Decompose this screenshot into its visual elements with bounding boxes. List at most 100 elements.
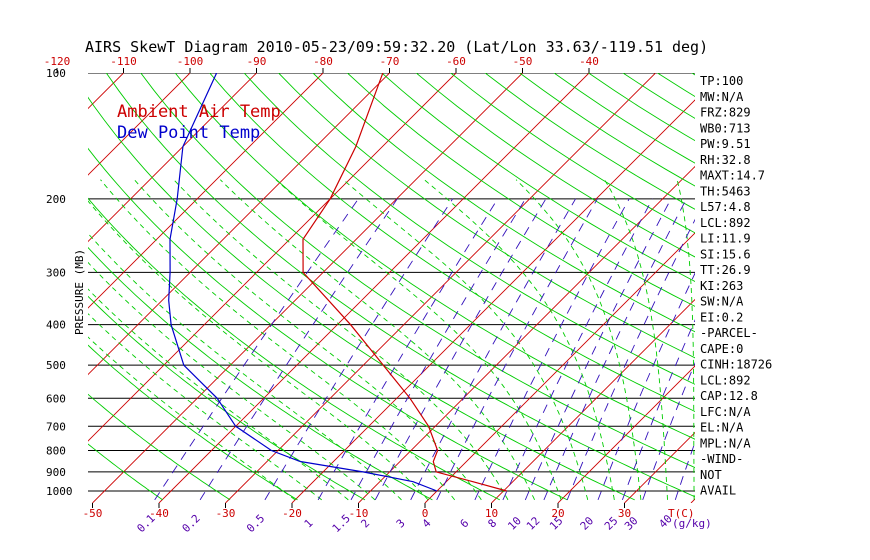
moist-adiabat — [100, 179, 456, 501]
isotherm — [491, 298, 695, 503]
top-temp-label: -100 — [177, 55, 204, 68]
index-item: MPL:N/A — [700, 436, 751, 450]
bottom-temp-label: -50 — [83, 507, 103, 520]
dry-adiabat — [140, 73, 695, 469]
legend-dew-point: Dew Point Temp — [117, 123, 260, 143]
isotherms — [0, 73, 870, 503]
mixing-ratio-line — [642, 362, 695, 501]
index-item: FRZ:829 — [700, 106, 751, 120]
isotherm — [88, 73, 324, 309]
dry-adiabat — [88, 344, 298, 501]
moist-adiabat — [604, 179, 668, 500]
isotherm — [424, 232, 695, 503]
top-temp-ticks: -120 -110 -100 -90 -80 -70 -60 -50 -40 — [44, 55, 599, 73]
isotherm — [88, 73, 191, 176]
top-temp-label: -90 — [247, 55, 267, 68]
background-grid — [0, 73, 870, 503]
bottom-temp-label: -10 — [349, 507, 369, 520]
dry-adiabat — [88, 246, 433, 501]
moist-adiabat — [88, 336, 296, 501]
pressure-label: 100 — [46, 67, 66, 80]
isobars — [88, 73, 695, 492]
moist-adiabat — [219, 179, 535, 501]
dry-adiabat — [243, 73, 695, 385]
pressure-label: 600 — [46, 392, 66, 405]
pressure-label: 700 — [46, 420, 66, 433]
dry-adiabat — [88, 147, 568, 501]
mixing-ratio-line — [621, 319, 695, 501]
dry-adiabat — [416, 73, 695, 258]
legend-ambient-temp: Ambient Air Temp — [117, 102, 281, 122]
moist-adiabats — [88, 179, 695, 501]
index-item: -WIND- — [700, 452, 743, 466]
moist-adiabat — [343, 179, 589, 500]
moist-adiabat — [88, 313, 322, 501]
dry-adiabat — [88, 295, 366, 501]
dry-adiabat — [174, 73, 695, 440]
index-item: LI:11.9 — [700, 232, 751, 246]
isotherm — [291, 99, 695, 503]
mixing-ratio-line — [474, 198, 630, 501]
top-temp-label: -80 — [313, 55, 333, 68]
mixing-ratio-line — [502, 198, 653, 501]
index-item: LCL:892 — [700, 373, 751, 387]
dry-adiabat — [88, 96, 635, 501]
moist-adiabat — [88, 232, 402, 501]
top-temp-label: -40 — [579, 55, 599, 68]
pressure-label: 1000 — [46, 485, 73, 498]
bottom-temp-label: -30 — [216, 507, 236, 520]
pressure-label: 800 — [46, 444, 66, 457]
dry-adiabats — [88, 73, 870, 501]
isotherm — [225, 73, 656, 503]
index-item: TT:26.9 — [700, 263, 751, 277]
dry-adiabat — [278, 73, 695, 359]
index-item: TH:5463 — [700, 184, 751, 198]
moist-adiabat — [88, 200, 429, 501]
isotherm — [824, 73, 870, 503]
mixing-ratio-line — [543, 198, 687, 501]
mixing-ratio-line — [317, 198, 499, 501]
ambient-temp-line — [302, 73, 507, 492]
dry-adiabat — [312, 73, 695, 333]
isotherm — [158, 73, 590, 503]
mixing-ratio-line — [597, 272, 695, 501]
bottom-temp-label: 30 — [618, 507, 631, 520]
top-temp-label: -120 — [44, 55, 71, 68]
index-item: SI:15.6 — [700, 247, 751, 261]
mixing-ratio-line — [436, 198, 598, 501]
mixing-ratio-unit: (g/kg) — [672, 517, 712, 530]
mixing-ratio-label: 0.2 — [180, 512, 203, 535]
dry-adiabat — [381, 73, 695, 282]
bottom-temp-label: -20 — [282, 507, 302, 520]
moist-adiabat — [173, 179, 509, 501]
index-item: AVAIL — [700, 484, 736, 498]
mixing-ratio-line — [154, 198, 359, 501]
mixing-ratio-label: 6 — [458, 517, 472, 531]
pressure-label: 500 — [46, 359, 66, 372]
index-item: MAXT:14.7 — [700, 169, 765, 183]
index-item: MW:N/A — [700, 90, 744, 104]
chart-title: AIRS SkewT Diagram 2010-05-23/09:59:32.2… — [85, 38, 708, 56]
pressure-label: 900 — [46, 466, 66, 479]
index-item: PW:9.51 — [700, 137, 751, 151]
moist-adiabat — [676, 179, 695, 500]
dry-adiabat — [484, 73, 695, 210]
top-temp-label: -60 — [446, 55, 466, 68]
index-item: CAP:12.8 — [700, 389, 758, 403]
isotherm — [0, 73, 57, 503]
moist-adiabat — [275, 179, 562, 501]
mixing-ratio-label: 1 — [302, 517, 316, 531]
bottom-temp-label: -40 — [149, 507, 169, 520]
profiles — [168, 73, 507, 492]
dry-adiabat — [761, 73, 870, 500]
isotherm — [88, 73, 257, 243]
index-item: NOT — [700, 468, 722, 482]
index-item: EL:N/A — [700, 421, 744, 435]
top-temp-label: -70 — [380, 55, 400, 68]
mixing-ratio-line — [410, 198, 576, 501]
mixing-ratio-line — [566, 218, 695, 501]
bottom-temp-label: 0 — [422, 507, 429, 520]
dry-adiabat — [88, 197, 501, 501]
